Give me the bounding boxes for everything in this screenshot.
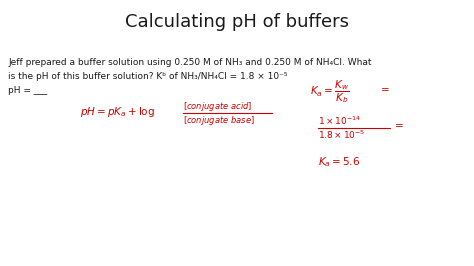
- Text: is the pH of this buffer solution? Kᵇ of NH₃/NH₄Cl = 1.8 × 10⁻⁵: is the pH of this buffer solution? Kᵇ of…: [8, 72, 288, 81]
- Text: $\mathit{pH} = \mathit{pK_a} + \log$: $\mathit{pH} = \mathit{pK_a} + \log$: [80, 105, 155, 119]
- Text: Jeff prepared a buffer solution using 0.250 M of NH₃ and 0.250 M of NH₄Cl. What: Jeff prepared a buffer solution using 0.…: [8, 58, 372, 67]
- Text: $\mathit{[conjugate\ base]}$: $\mathit{[conjugate\ base]}$: [183, 114, 255, 127]
- Text: Calculating pH of buffers: Calculating pH of buffers: [125, 13, 349, 31]
- Text: $=$: $=$: [378, 84, 390, 93]
- Text: $\mathit{K_a} = \dfrac{\mathit{K_w}}{\mathit{K_b}}$: $\mathit{K_a} = \dfrac{\mathit{K_w}}{\ma…: [310, 78, 349, 105]
- Text: $\mathit{1.8\times10^{-5}}$: $\mathit{1.8\times10^{-5}}$: [318, 129, 365, 142]
- Text: $\mathit{1\times10^{-14}}$: $\mathit{1\times10^{-14}}$: [318, 115, 361, 127]
- Text: $\mathit{K_a = 5.6}$: $\mathit{K_a = 5.6}$: [318, 155, 360, 169]
- Text: $=$: $=$: [392, 120, 404, 129]
- Text: pH = ___: pH = ___: [8, 86, 47, 95]
- Text: $\mathit{[conjugate\ acid]}$: $\mathit{[conjugate\ acid]}$: [183, 100, 253, 113]
